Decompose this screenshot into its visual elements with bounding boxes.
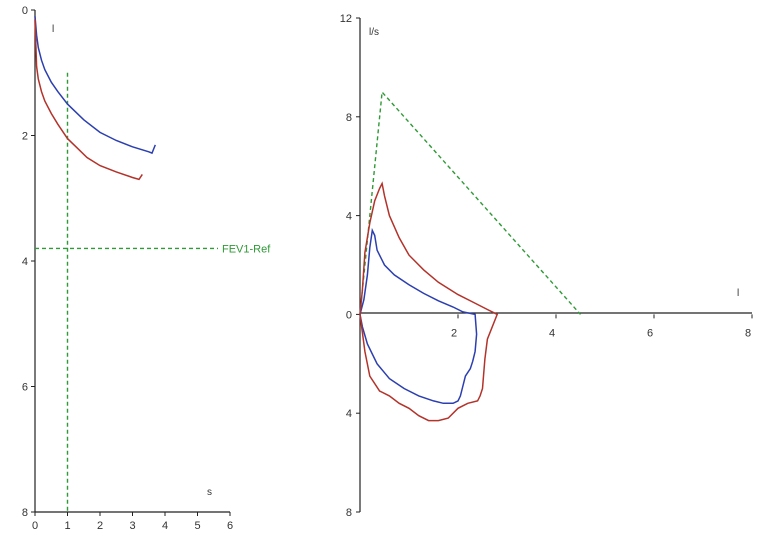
right-y-tick-label: 8 bbox=[346, 507, 352, 519]
right-x-tick-label: 6 bbox=[647, 327, 653, 339]
left-y-tick-label: 0 bbox=[22, 5, 28, 17]
volume-time-chart: 0 2 4 6 8 0 1 2 3 4 5 6 l s FEV1-Ref bbox=[22, 5, 271, 532]
flow-volume-chart: 12 8 4 0 4 8 2 4 6 8 l/s l bbox=[340, 13, 753, 519]
right-y-tick-label: 8 bbox=[346, 112, 352, 124]
right-y-tick-label: 4 bbox=[346, 211, 352, 223]
fev1-ref-label: FEV1-Ref bbox=[222, 243, 271, 255]
right-x-tick-label: 4 bbox=[549, 327, 555, 339]
right-x-tick-label: 2 bbox=[451, 327, 457, 339]
left-y-unit: l bbox=[52, 24, 54, 35]
left-x-tick-label: 3 bbox=[129, 520, 135, 532]
right-y-unit: l/s bbox=[369, 27, 379, 38]
left-x-tick-label: 0 bbox=[32, 520, 38, 532]
left-x-unit: s bbox=[207, 487, 212, 498]
predicted-flow-volume-line bbox=[359, 90, 582, 315]
right-x-tick-label: 8 bbox=[745, 327, 751, 339]
left-x-tick-label: 4 bbox=[162, 520, 168, 532]
left-series-line-1 bbox=[34, 16, 156, 155]
right-y-tick-label: 12 bbox=[340, 13, 352, 25]
right-y-tick-label: 4 bbox=[346, 408, 352, 420]
flow-volume-loop-2 bbox=[359, 181, 499, 422]
left-y-tick-label: 6 bbox=[22, 382, 28, 394]
flow-volume-loop-1 bbox=[359, 227, 478, 405]
left-y-tick-label: 2 bbox=[22, 131, 28, 143]
left-x-tick-label: 6 bbox=[227, 520, 233, 532]
left-x-tick-label: 2 bbox=[97, 520, 103, 532]
left-x-tick-label: 5 bbox=[194, 520, 200, 532]
left-y-tick-label: 4 bbox=[22, 256, 28, 268]
right-y-tick-label: 0 bbox=[346, 309, 352, 321]
left-x-tick-label: 1 bbox=[64, 520, 70, 532]
right-x-unit: l bbox=[737, 288, 739, 299]
left-series-line-2 bbox=[34, 19, 143, 181]
left-y-tick-label: 8 bbox=[22, 507, 28, 519]
